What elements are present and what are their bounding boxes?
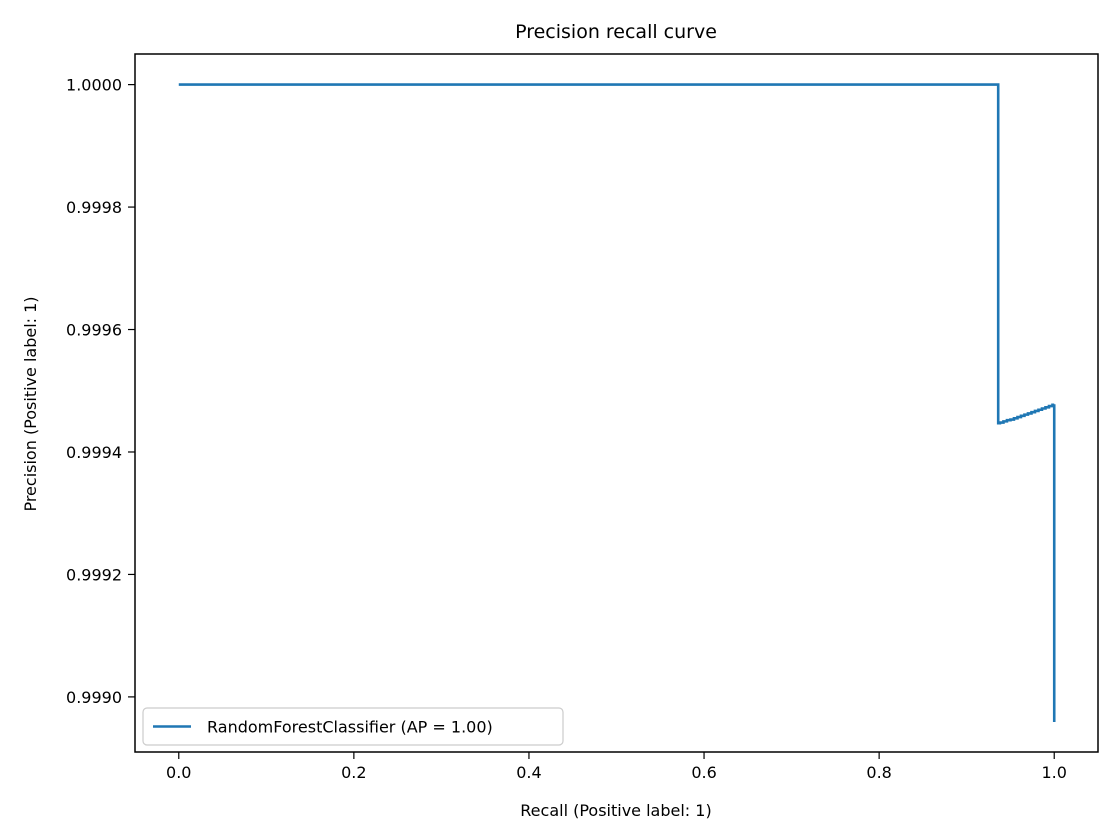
plot-area — [178, 83, 1056, 722]
x-tick-label: 0.4 — [516, 763, 541, 782]
legend-box — [142, 707, 564, 746]
y-tick-label: 0.9992 — [66, 565, 122, 584]
legend-label: RandomForestClassifier (AP = 1.00) — [207, 718, 493, 737]
legend: RandomForestClassifier (AP = 1.00) — [142, 707, 564, 746]
pr-curve-line — [178, 83, 1056, 722]
chart-title: Precision recall curve — [515, 21, 717, 43]
x-axis: 0.0 0.2 0.4 0.6 0.8 1.0 — [166, 752, 1067, 782]
y-tick-label: 1.0000 — [66, 76, 122, 95]
y-tick-label: 0.9990 — [66, 688, 122, 707]
x-tick-label: 0.0 — [166, 763, 191, 782]
y-tick-label: 0.9994 — [66, 443, 122, 462]
x-tick-label: 1.0 — [1042, 763, 1067, 782]
x-tick-label: 0.6 — [691, 763, 716, 782]
y-tick-label: 0.9998 — [66, 198, 122, 217]
y-axis: 0.9990 0.9992 0.9994 0.9996 0.9998 1.0000 — [66, 76, 135, 707]
y-axis-label: Precision (Positive label: 1) — [21, 296, 40, 511]
y-tick-label: 0.9996 — [66, 321, 122, 340]
plot-frame — [134, 53, 1099, 753]
x-tick-label: 0.8 — [866, 763, 891, 782]
x-axis-label: Recall (Positive label: 1) — [520, 801, 711, 820]
x-tick-label: 0.2 — [341, 763, 366, 782]
